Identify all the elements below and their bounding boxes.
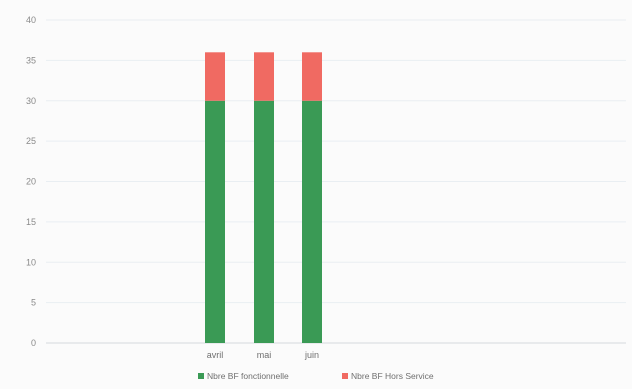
legend-label: Nbre BF Hors Service (351, 371, 434, 381)
y-tick-label: 25 (26, 136, 36, 146)
x-category-label: avril (207, 350, 224, 360)
legend-swatch (198, 373, 204, 379)
legend-label: Nbre BF fonctionnelle (207, 371, 289, 381)
y-tick-label: 10 (26, 257, 36, 267)
bar-hors-service-mai (254, 52, 274, 101)
y-tick-label: 5 (31, 298, 36, 308)
bar-hors-service-avril (205, 52, 225, 101)
x-axis-category-labels: avril mai juin (207, 350, 319, 360)
bar-fonctionnelle-juin (302, 100, 322, 343)
x-category-label: mai (257, 350, 272, 360)
y-tick-label: 40 (26, 15, 36, 25)
y-tick-label: 35 (26, 55, 36, 65)
y-tick-label: 0 (31, 338, 36, 348)
y-tick-label: 15 (26, 217, 36, 227)
bar-fonctionnelle-avril (205, 100, 225, 343)
bar-fonctionnelle-mai (254, 100, 274, 343)
y-tick-label: 30 (26, 96, 36, 106)
bar-hors-service-juin (302, 52, 322, 101)
y-tick-label: 20 (26, 177, 36, 187)
y-axis-ticks: 0 5 10 15 20 25 30 35 40 (26, 15, 36, 348)
bars (205, 52, 322, 343)
legend-swatch (342, 373, 348, 379)
grid-lines (46, 19, 626, 344)
x-category-label: juin (304, 350, 319, 360)
legend: Nbre BF fonctionnelle Nbre BF Hors Servic… (198, 371, 434, 381)
